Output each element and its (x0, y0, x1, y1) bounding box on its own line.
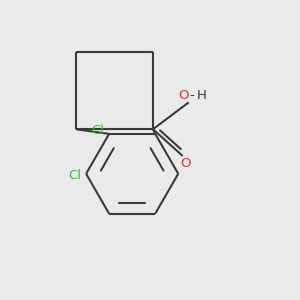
Text: H: H (197, 89, 207, 102)
Text: O: O (180, 157, 190, 170)
Text: -: - (190, 89, 195, 102)
Text: O: O (179, 89, 189, 102)
Text: Cl: Cl (92, 124, 105, 137)
Text: Cl: Cl (69, 169, 82, 182)
